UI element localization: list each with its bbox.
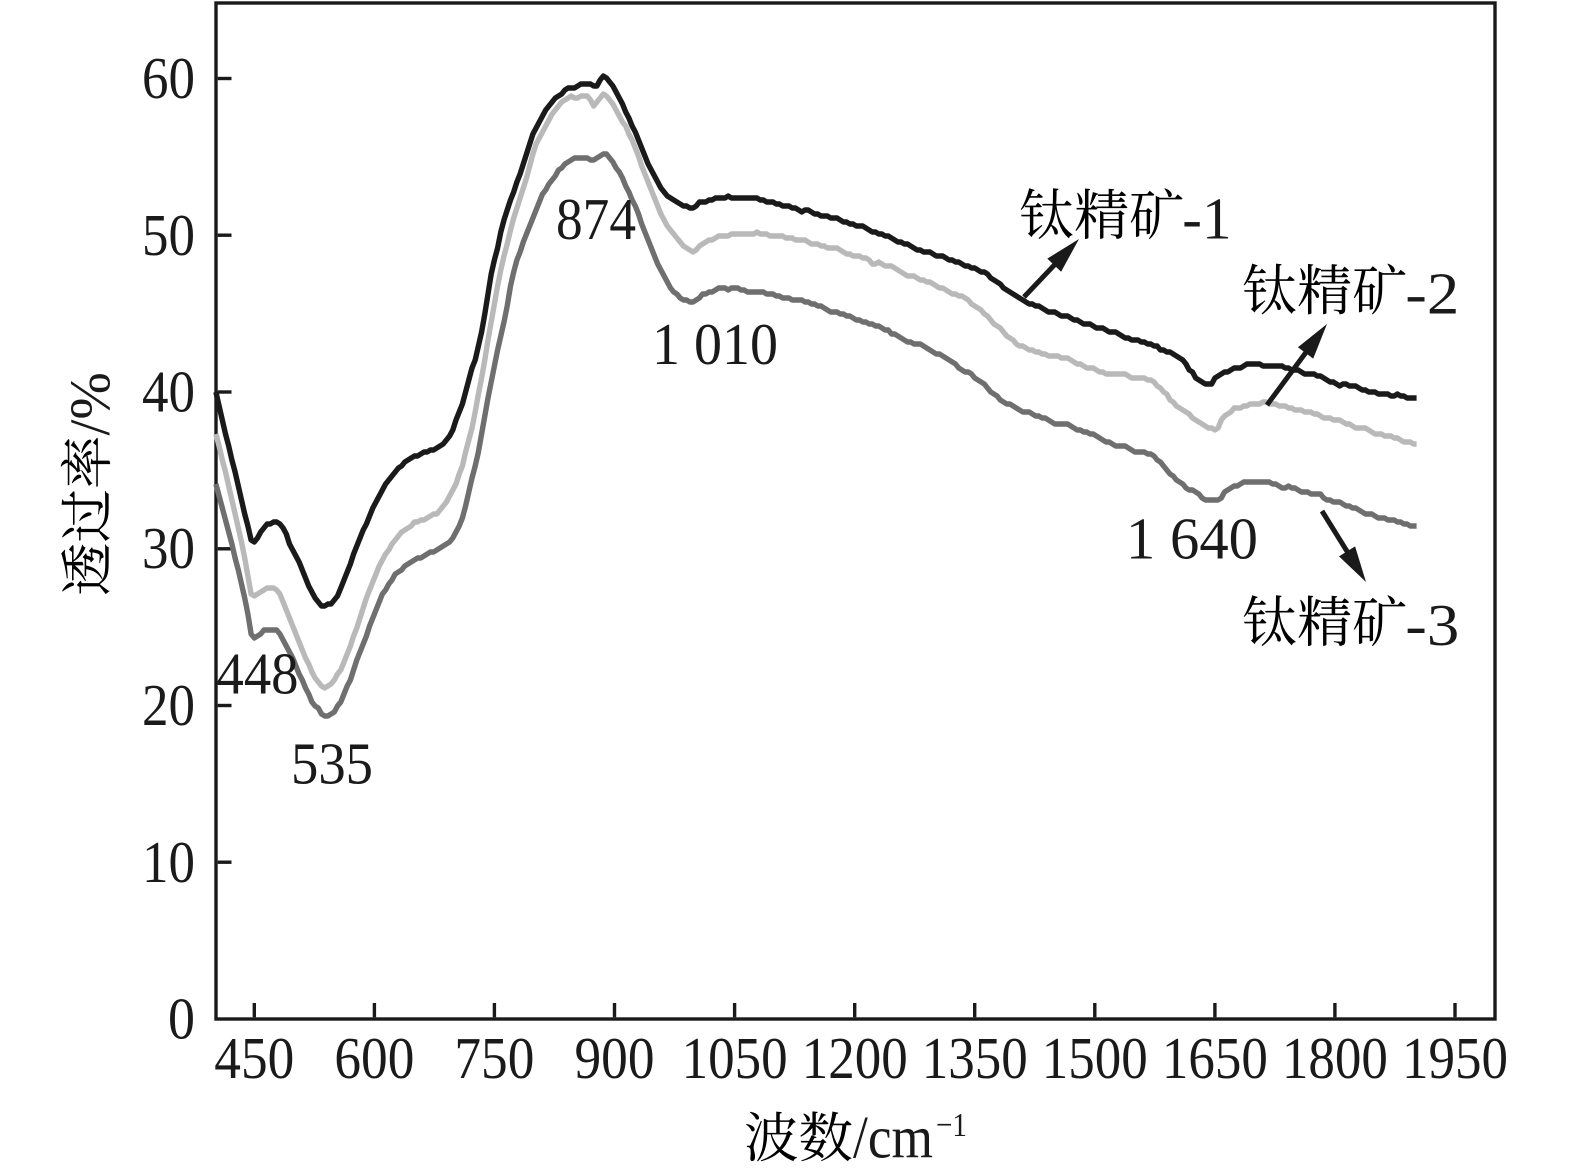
svg-text:448: 448 [217,641,299,707]
svg-text:-1: -1 [1182,186,1231,252]
svg-text:60: 60 [142,45,195,111]
svg-text:1 010: 1 010 [652,311,778,377]
svg-text:/%: /% [59,372,122,435]
svg-text:40: 40 [142,359,195,425]
svg-text:600: 600 [334,1025,414,1091]
svg-text:1050: 1050 [682,1025,788,1091]
svg-text:-2: -2 [1405,261,1459,327]
svg-text:30: 30 [142,515,195,581]
svg-text:1200: 1200 [802,1025,908,1091]
svg-text:1800: 1800 [1282,1025,1388,1091]
svg-text:20: 20 [142,672,195,738]
svg-text:750: 750 [454,1025,534,1091]
svg-text:0: 0 [168,986,195,1052]
svg-text:900: 900 [575,1025,655,1091]
svg-text:450: 450 [214,1025,294,1091]
svg-text:535: 535 [291,731,373,797]
svg-text:10: 10 [142,829,195,895]
svg-text:1650: 1650 [1162,1025,1268,1091]
svg-text:1500: 1500 [1042,1025,1148,1091]
svg-text:1 640: 1 640 [1126,506,1258,572]
svg-text:/cm: /cm [853,1105,933,1171]
svg-text:−1: −1 [936,1107,967,1144]
svg-text:874: 874 [556,186,636,252]
svg-text:50: 50 [142,202,195,268]
svg-text:1950: 1950 [1402,1025,1508,1091]
svg-text:1350: 1350 [922,1025,1028,1091]
svg-text:-3: -3 [1405,592,1459,658]
